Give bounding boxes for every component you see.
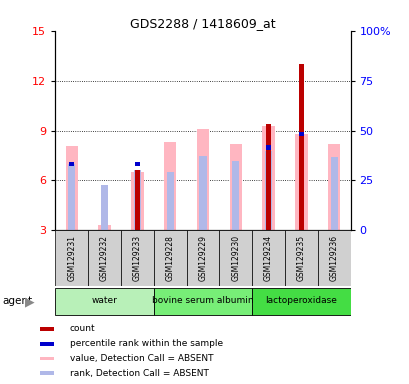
Bar <box>196 129 209 230</box>
Text: agent: agent <box>2 296 32 306</box>
Text: percentile rank within the sample: percentile rank within the sample <box>70 339 222 348</box>
Bar <box>55 230 88 286</box>
Bar <box>69 162 74 166</box>
Bar <box>317 230 350 286</box>
Text: GSM129235: GSM129235 <box>296 235 305 281</box>
Bar <box>264 151 272 230</box>
Bar <box>153 288 252 315</box>
Bar <box>298 64 303 230</box>
Bar <box>298 132 303 136</box>
Text: count: count <box>70 324 95 333</box>
Text: GSM129234: GSM129234 <box>263 235 272 281</box>
Bar <box>101 185 108 230</box>
Bar <box>219 230 252 286</box>
Bar <box>40 327 54 331</box>
Text: GSM129230: GSM129230 <box>231 235 240 281</box>
Bar <box>231 161 239 230</box>
Text: GSM129228: GSM129228 <box>165 235 174 281</box>
Bar <box>284 230 317 286</box>
Bar <box>229 144 241 230</box>
Bar <box>133 170 141 230</box>
Bar <box>199 156 206 230</box>
Bar <box>68 164 75 230</box>
Bar <box>131 172 143 230</box>
Text: GSM129236: GSM129236 <box>329 235 338 281</box>
Text: water: water <box>91 296 117 305</box>
Text: GSM129232: GSM129232 <box>100 235 109 281</box>
Bar <box>135 170 139 230</box>
Bar <box>262 126 274 230</box>
Bar <box>252 288 350 315</box>
Bar <box>98 225 110 230</box>
Title: GDS2288 / 1418609_at: GDS2288 / 1418609_at <box>130 17 275 30</box>
Text: GSM129233: GSM129233 <box>133 235 142 281</box>
Bar <box>330 157 337 230</box>
Text: GSM129231: GSM129231 <box>67 235 76 281</box>
Bar <box>265 145 270 149</box>
Bar <box>327 144 339 230</box>
Bar <box>121 230 153 286</box>
Bar <box>186 230 219 286</box>
Text: lactoperoxidase: lactoperoxidase <box>265 296 337 305</box>
Bar <box>40 357 54 360</box>
Bar <box>65 146 78 230</box>
Text: value, Detection Call = ABSENT: value, Detection Call = ABSENT <box>70 354 213 363</box>
Bar <box>294 134 307 230</box>
Bar <box>55 288 153 315</box>
Text: GSM129229: GSM129229 <box>198 235 207 281</box>
Text: bovine serum albumin: bovine serum albumin <box>152 296 253 305</box>
Text: rank, Detection Call = ABSENT: rank, Detection Call = ABSENT <box>70 369 208 378</box>
Bar <box>40 342 54 346</box>
Bar <box>166 172 173 230</box>
Bar <box>265 124 270 230</box>
Bar <box>135 162 139 166</box>
Bar <box>252 230 284 286</box>
Bar <box>88 230 121 286</box>
Bar <box>164 142 176 230</box>
Text: ▶: ▶ <box>25 295 34 308</box>
Bar <box>153 230 186 286</box>
Bar <box>40 371 54 375</box>
